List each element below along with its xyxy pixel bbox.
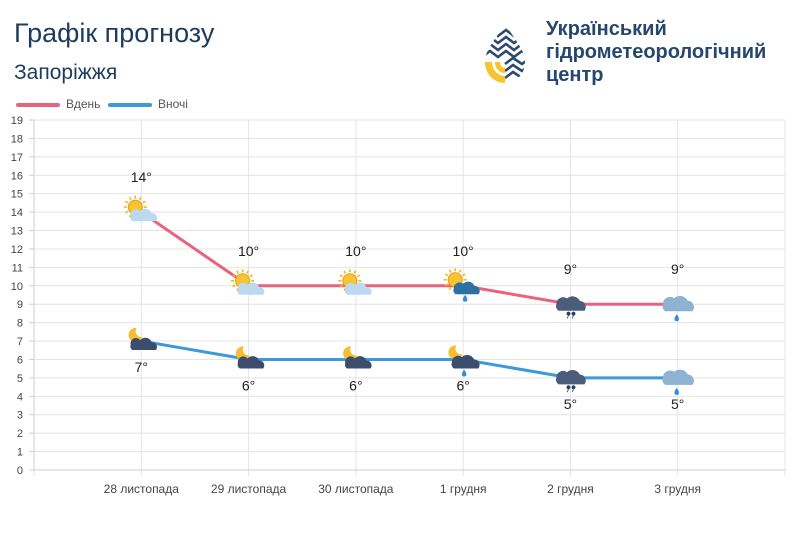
y-tick-label: 17 [11,152,23,164]
y-tick-label: 18 [11,133,23,145]
cloudy-night-icon [128,327,157,351]
legend-label-night: Вночі [158,97,188,111]
y-tick-label: 16 [11,170,23,182]
partly-cloudy-day-icon [231,269,265,295]
cloudy-rain-icon [662,369,694,395]
day-temperature-label: 9° [564,261,577,277]
y-tick-label: 4 [17,391,23,403]
night-temperature-label: 6° [349,377,362,393]
y-tick-label: 6 [17,354,23,366]
x-tick-label: 30 листопада [318,482,394,496]
cloudy-rain-icon [662,295,694,322]
day-temperature-label: 10° [345,243,366,259]
y-tick-label: 1 [17,447,23,459]
x-tick-label: 28 листопада [104,482,180,496]
x-tick-label: 1 грудня [440,482,487,496]
cloudy-night-icon [235,346,265,369]
organization-name-line: гідрометеорологічний [546,41,767,63]
night-temperature-label: 6° [242,377,255,393]
y-tick-label: 12 [11,244,23,256]
day-temperature-label: 10° [238,243,259,259]
organization-name-line: центр [546,64,604,86]
cloudy-night-icon [343,346,372,369]
y-tick-label: 10 [11,281,23,293]
y-tick-label: 7 [17,336,23,348]
day-temperature-label: 10° [453,243,474,259]
legend-swatch-night [108,103,152,107]
night-temperature-label: 5° [564,396,577,412]
x-tick-label: 29 листопада [211,482,287,496]
night-temperature-label: 5° [671,396,684,412]
x-tick-label: 3 грудня [654,482,701,496]
droplet-logo-icon [485,28,525,83]
day-temperature-label: 14° [131,169,152,185]
cloudy-drizzle-icon [555,369,586,393]
legend-label-day: Вдень [66,97,101,111]
y-tick-label: 11 [12,262,23,274]
y-tick-label: 15 [11,189,23,201]
y-tick-label: 0 [17,465,23,477]
y-tick-label: 3 [17,410,23,422]
organization-block: Український гідрометеорологічний центр [482,18,797,88]
x-tick-label: 2 грудня [547,482,594,496]
y-tick-label: 2 [17,428,23,440]
y-tick-label: 9 [17,299,23,311]
night-temperature-label: 6° [456,377,469,393]
night-temperature-label: 7° [135,359,148,375]
y-tick-label: 13 [11,226,23,238]
y-tick-label: 8 [17,318,23,330]
night-temperature-line [139,339,680,380]
partly-cloudy-day-icon [123,195,157,222]
partly-cloudy-rain-day-icon [443,268,480,302]
y-tick-label: 14 [11,207,23,219]
partly-cloudy-day-icon [338,269,372,295]
cloudy-drizzle-icon [555,296,586,319]
city-name: Запоріжжя [14,61,118,84]
cloudy-rain-night-icon [448,345,480,377]
y-tick-label: 5 [17,373,23,385]
page-title: Графік прогнозу [14,18,215,48]
organization-name-line: Український [546,18,667,40]
day-temperature-label: 9° [671,261,684,277]
organization-name: Український гідрометеорологічний центр [546,18,766,87]
legend-swatch-day [16,103,60,107]
day-temperature-line [139,210,680,306]
y-tick-label: 19 [11,115,23,127]
